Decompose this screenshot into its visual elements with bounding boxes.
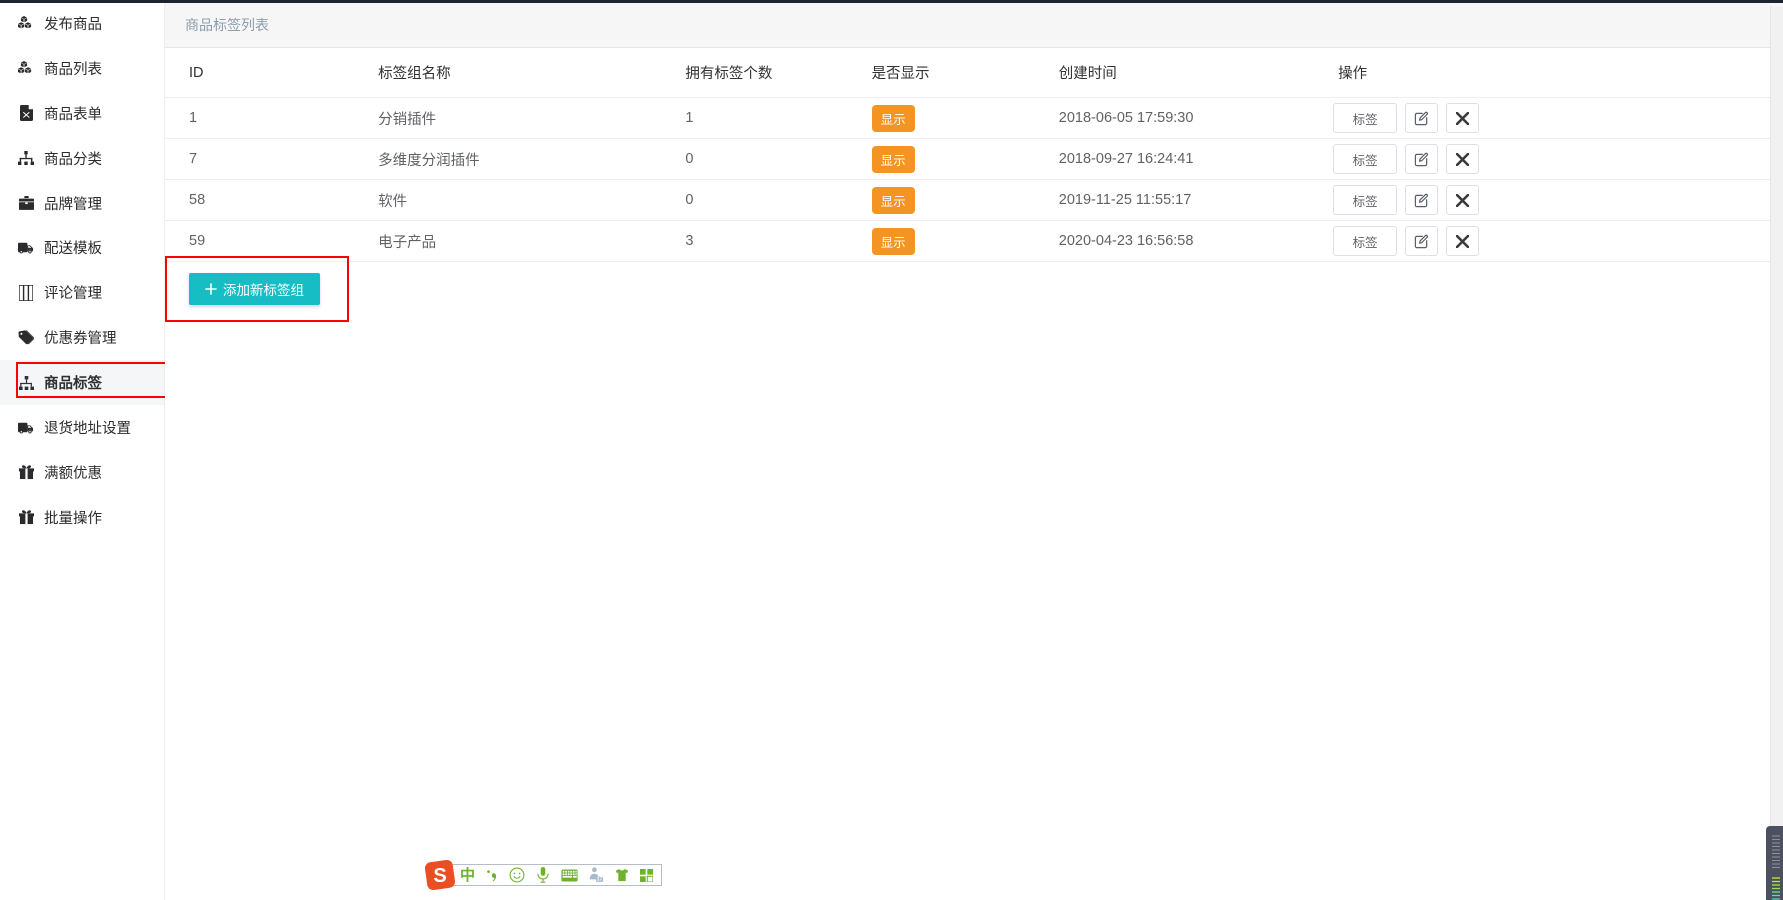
svg-text:S: S (433, 865, 446, 887)
svg-text:17: 17 (597, 877, 603, 883)
